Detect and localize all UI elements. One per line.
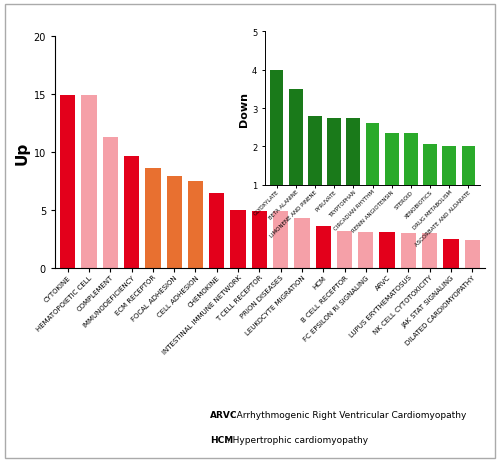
Bar bbox=[294, 219, 310, 269]
Text: : Hypertrophic cardiomyopathy: : Hypertrophic cardiomyopathy bbox=[224, 436, 368, 444]
Bar bbox=[444, 240, 458, 269]
Text: HCM: HCM bbox=[210, 436, 233, 444]
Bar bbox=[422, 234, 438, 269]
Bar bbox=[400, 234, 416, 269]
Bar bbox=[252, 212, 267, 269]
Bar bbox=[102, 138, 118, 269]
Bar bbox=[270, 70, 283, 223]
Text: ARVC: ARVC bbox=[210, 410, 238, 419]
Y-axis label: Up: Up bbox=[14, 141, 30, 164]
Bar bbox=[316, 227, 331, 269]
Bar bbox=[462, 147, 475, 223]
Bar bbox=[289, 90, 302, 223]
Y-axis label: Down: Down bbox=[239, 91, 249, 126]
Bar bbox=[358, 232, 374, 269]
Bar bbox=[380, 232, 394, 269]
Bar bbox=[442, 147, 456, 223]
Bar bbox=[327, 119, 341, 223]
Bar bbox=[423, 145, 437, 223]
Bar bbox=[146, 169, 160, 269]
Bar bbox=[209, 194, 224, 269]
Bar bbox=[404, 134, 418, 223]
Bar bbox=[82, 96, 96, 269]
Bar bbox=[60, 96, 76, 269]
Bar bbox=[166, 177, 182, 269]
Bar bbox=[308, 116, 322, 223]
Bar bbox=[124, 156, 140, 269]
Bar bbox=[337, 232, 352, 269]
Bar bbox=[188, 181, 203, 269]
Bar bbox=[385, 134, 398, 223]
Bar bbox=[366, 124, 380, 223]
Bar bbox=[346, 119, 360, 223]
Bar bbox=[273, 212, 288, 269]
Bar bbox=[464, 241, 480, 269]
Bar bbox=[230, 211, 246, 269]
Text: : Arrhythmogenic Right Ventricular Cardiomyopathy: : Arrhythmogenic Right Ventricular Cardi… bbox=[228, 410, 466, 419]
